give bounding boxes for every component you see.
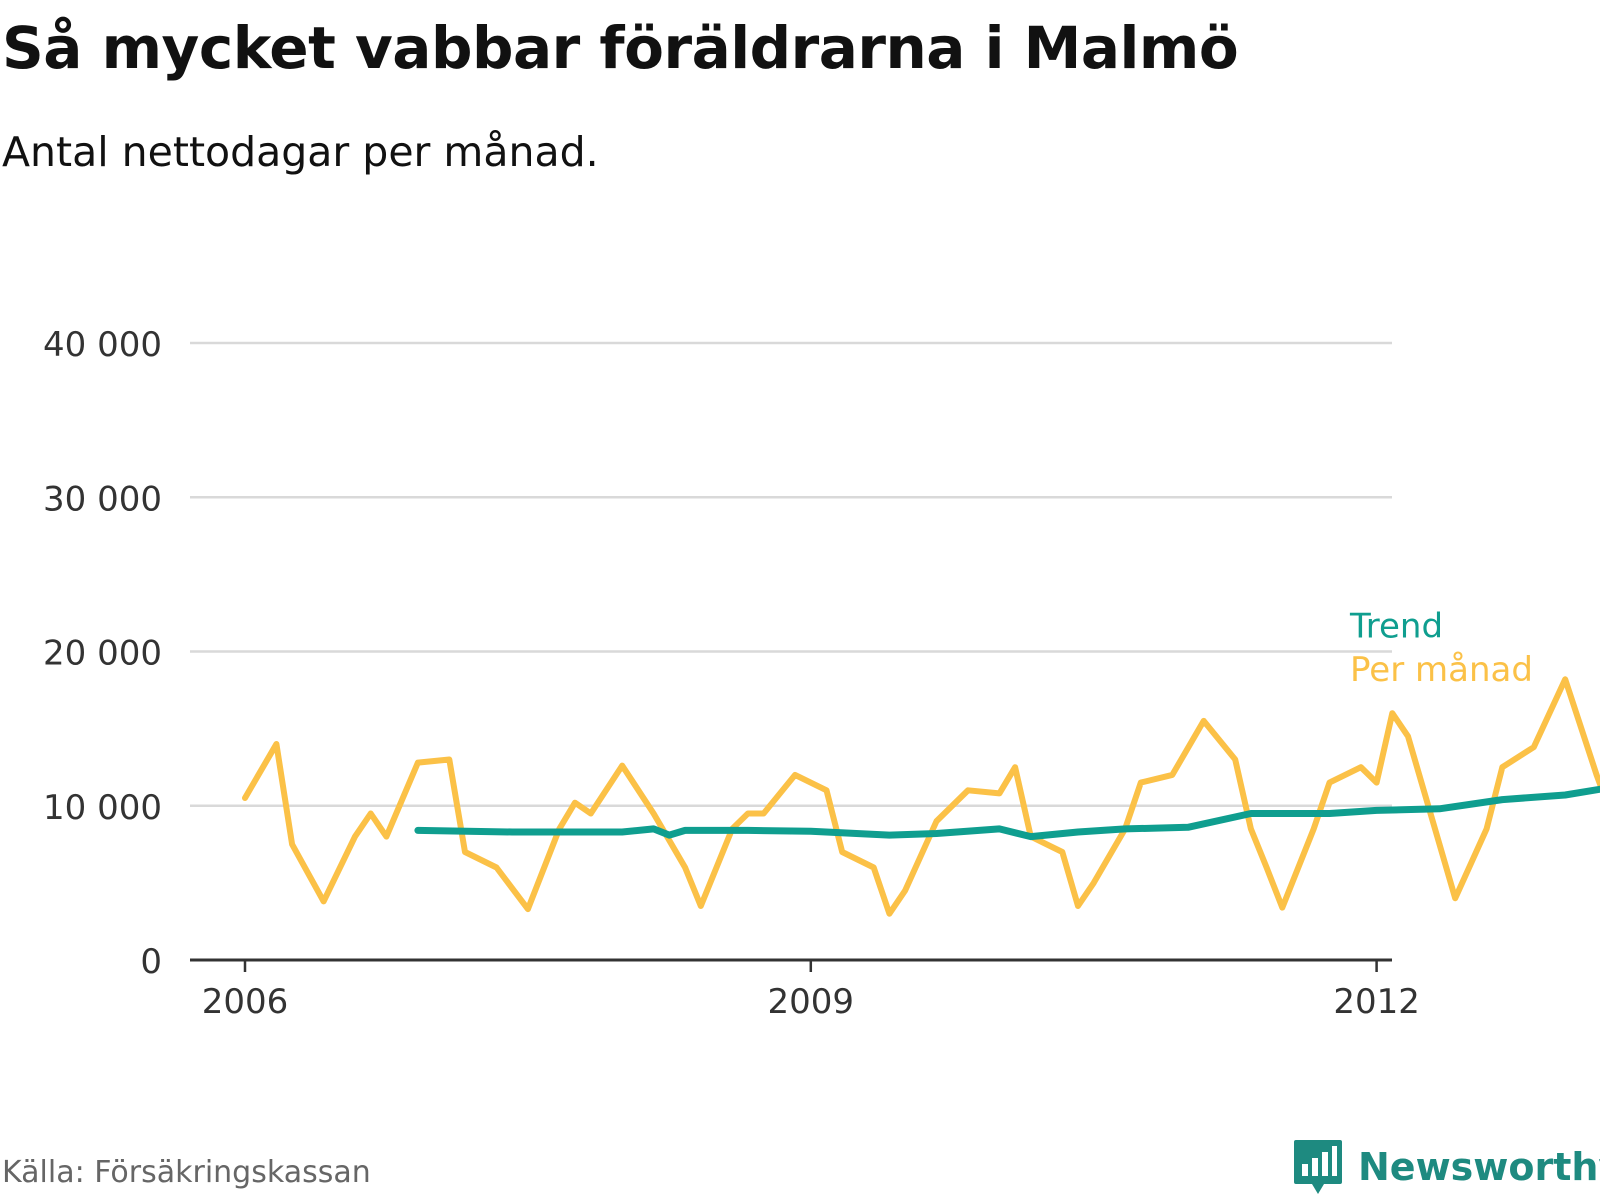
y-tick-label: 0	[140, 942, 162, 982]
x-axis: 2006200920122015201820212023	[190, 958, 1420, 1022]
x-tick-label: 2009	[768, 982, 855, 1022]
newsworthy-logo-icon	[1294, 1140, 1342, 1194]
y-tick-label: 30 000	[43, 479, 162, 519]
trend-series-label: Trend	[1349, 606, 1443, 646]
brand-logo: Newsworthy	[1292, 1138, 1600, 1196]
trend-series-line	[414, 785, 1600, 841]
chart-title: Så mycket vabbar föräldrarna i Malmö	[2, 14, 1239, 82]
y-tick-label: 40 000	[43, 325, 162, 365]
y-tick-label: 10 000	[43, 788, 162, 828]
y-axis-ticks: 0 10 000 20 000 30 000 40 000	[43, 325, 162, 982]
y-tick-label: 20 000	[43, 634, 162, 674]
gridlines	[190, 341, 1392, 807]
per-month-series-label: Per månad	[1350, 650, 1533, 690]
per-month-series-line	[242, 676, 1600, 917]
x-tick-label: 2006	[202, 982, 289, 1022]
source-note: Källa: Försäkringskassan	[2, 1155, 371, 1190]
brand-name: Newsworthy	[1358, 1145, 1600, 1189]
x-tick-label: 2012	[1333, 982, 1420, 1022]
series-lines	[242, 676, 1600, 917]
chart-subtitle: Antal nettodagar per månad.	[2, 128, 599, 176]
